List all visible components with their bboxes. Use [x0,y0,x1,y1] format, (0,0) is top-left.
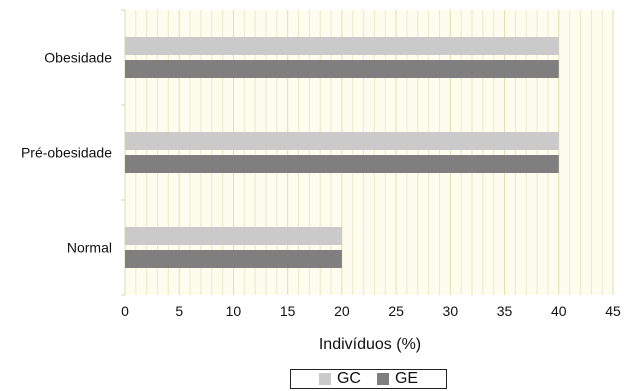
category-label: Obesidade [44,50,112,66]
bar-gc [125,227,342,245]
category-label: Normal [67,240,112,256]
x-tick-label: 45 [605,303,621,319]
x-tick-labels: 0 5 10 15 20 25 30 35 40 45 [121,303,621,319]
bars [125,37,559,268]
minor-grid [135,10,603,295]
legend-swatch-gc [318,373,331,385]
legend-item-ge: GE [376,370,419,388]
x-tick-label: 10 [226,303,242,319]
legend-label-gc: GC [336,370,361,387]
x-tick-label: 35 [497,303,513,319]
legend: GC GE [290,369,447,389]
x-tick-label: 30 [443,303,459,319]
legend-swatch-ge [376,373,389,385]
category-separators [121,9,125,296]
y-category-labels: Obesidade Pré-obesidade Normal [21,50,112,256]
legend-label-ge: GE [394,370,419,387]
x-tick-label: 40 [551,303,567,319]
bar-ge [125,250,342,268]
category-label: Pré-obesidade [21,145,112,161]
x-axis-title: Indivíduos (%) [319,336,421,353]
bar-ge [125,155,559,173]
bar-ge [125,60,559,78]
bar-gc [125,37,559,55]
x-tick-label: 5 [175,303,183,319]
plot-area [125,10,613,295]
x-tick-label: 15 [280,303,296,319]
x-tick-label: 0 [121,303,129,319]
major-grid [124,10,614,295]
x-tick-label: 25 [388,303,404,319]
bar-gc [125,132,559,150]
x-tick-label: 20 [334,303,350,319]
legend-item-gc: GC [318,370,361,388]
